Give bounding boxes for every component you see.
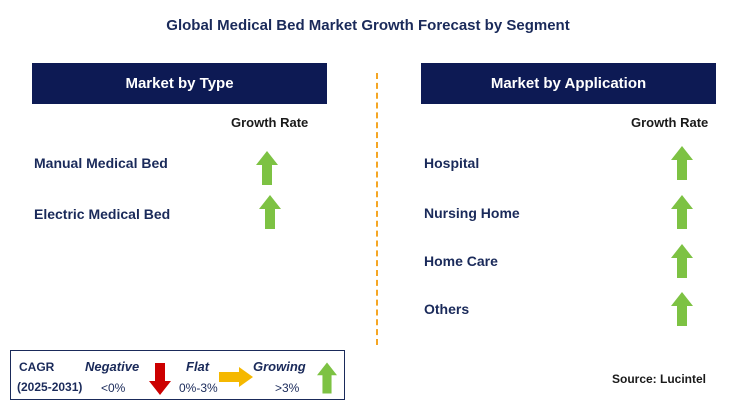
up-arrow-icon: [671, 146, 693, 180]
legend-flat-label: Flat: [186, 359, 210, 374]
row-label-hospital: Hospital: [424, 155, 480, 171]
up-arrow-icon: [671, 244, 693, 278]
legend-negative-range: <0%: [101, 381, 126, 395]
row-label-nursing-home: Nursing Home: [424, 205, 520, 221]
row-label-home-care: Home Care: [424, 253, 498, 269]
up-arrow-icon: [671, 195, 693, 229]
row-label-manual-medical-bed: Manual Medical Bed: [34, 155, 168, 171]
row-label-others: Others: [424, 301, 470, 317]
market-by-type-header: Market by Type: [32, 63, 327, 104]
legend-growing-label: Growing: [253, 359, 306, 374]
source-label: Source: Lucintel: [611, 372, 706, 386]
panel-divider: [376, 73, 378, 345]
up-arrow-icon: [317, 362, 337, 394]
page-title: Global Medical Bed Market Growth Forecas…: [166, 17, 570, 34]
left-growth-rate-label: Growth Rate: [231, 115, 309, 130]
legend-growing-range: >3%: [275, 381, 300, 395]
up-arrow-icon: [259, 195, 281, 229]
cagr-legend: CAGR (2025-2031) Negative <0% Flat 0%-3%…: [10, 350, 345, 400]
legend-period: (2025-2031): [17, 380, 83, 394]
right-arrow-icon: [219, 367, 253, 387]
row-label-electric-medical-bed: Electric Medical Bed: [34, 206, 171, 222]
down-arrow-icon: [149, 363, 171, 395]
market-by-application-header: Market by Application: [421, 63, 716, 104]
legend-cagr-label: CAGR: [19, 360, 55, 374]
legend-flat-range: 0%-3%: [179, 381, 218, 395]
up-arrow-icon: [671, 292, 693, 326]
up-arrow-icon: [256, 151, 278, 185]
right-growth-rate-label: Growth Rate: [631, 115, 709, 130]
legend-negative-label: Negative: [85, 359, 140, 374]
